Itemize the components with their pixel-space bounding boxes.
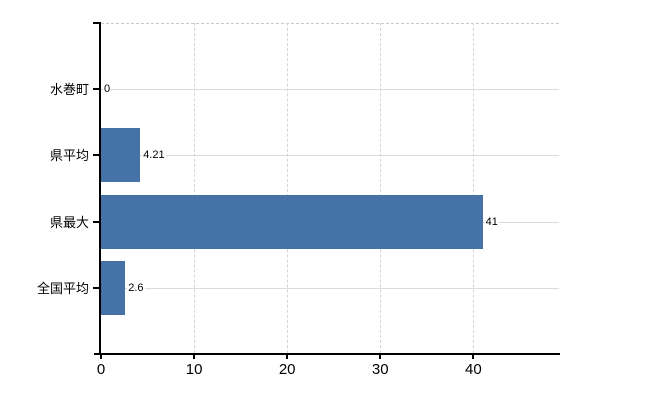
category-label: 水巻町 [49, 82, 89, 98]
x-gridline [380, 23, 382, 353]
plot-top-border [101, 23, 559, 24]
category-label: 全国平均 [36, 280, 89, 296]
y-axis-tick [93, 88, 100, 91]
x-tick-label: 10 [185, 361, 203, 378]
x-gridline [473, 23, 475, 353]
x-tick-label: 20 [278, 361, 296, 378]
category-label: 県最大 [49, 214, 89, 230]
bar [101, 128, 141, 183]
x-gridline [194, 23, 196, 353]
x-axis-tick [100, 354, 102, 359]
bar [101, 194, 483, 249]
x-gridline [287, 23, 289, 353]
bar-value-label: 4.21 [142, 149, 166, 163]
y-axis-tick [93, 220, 100, 223]
bar-value-label: 2.6 [127, 281, 145, 295]
y-axis-line [99, 22, 101, 355]
category-gridline [101, 287, 559, 289]
y-axis-top-tick [93, 22, 100, 24]
y-axis-tick [93, 154, 100, 157]
x-axis-tick [379, 354, 382, 359]
x-tick-label: 0 [96, 361, 106, 378]
x-tick-label: 40 [465, 361, 482, 378]
bar-value-label: 0 [103, 83, 112, 97]
category-gridline [101, 155, 559, 157]
y-axis-tick [93, 286, 100, 289]
category-gridline [101, 89, 559, 91]
x-axis-tick [193, 354, 196, 359]
category-label: 県平均 [49, 148, 89, 164]
x-axis-tick [472, 354, 475, 359]
x-axis-line [94, 353, 560, 355]
x-tick-label: 30 [371, 361, 389, 378]
bar-value-label: 41 [484, 215, 499, 229]
bar [101, 260, 126, 315]
x-axis-tick [286, 354, 289, 359]
